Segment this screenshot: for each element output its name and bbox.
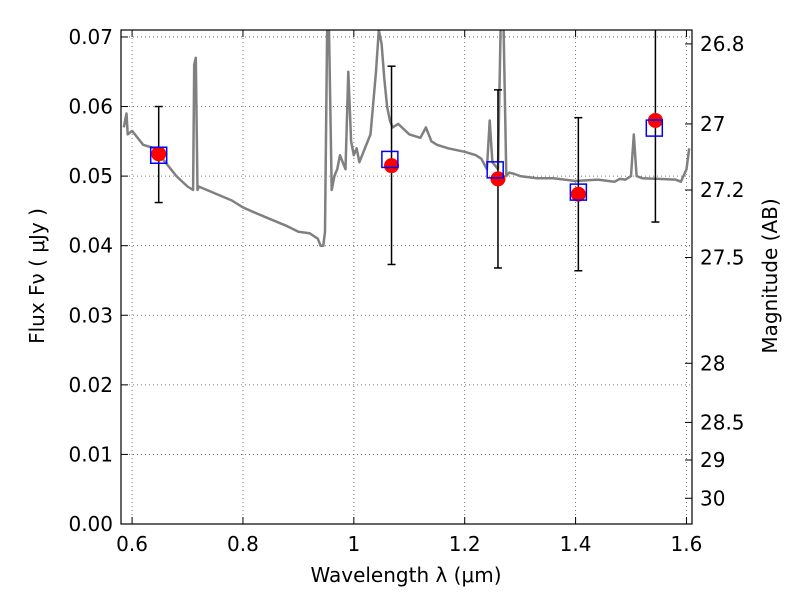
y-tick-label: 0.06 (68, 95, 113, 119)
mag-tick-label: 28.5 (700, 410, 745, 434)
y-tick-label: 0.01 (68, 442, 113, 466)
x-tick-label: 1.6 (671, 532, 703, 556)
y-tick-label: 0.02 (68, 373, 113, 397)
y-tick-label: 0.07 (68, 25, 113, 49)
y-tick-label: 0.05 (68, 164, 113, 188)
mag-tick-label: 27.2 (700, 178, 745, 202)
mag-tick-label: 27.5 (700, 246, 745, 270)
mag-tick-label: 27 (700, 112, 725, 136)
y-tick-label: 0.03 (68, 303, 113, 327)
x-axis-title: Wavelength λ (μm) (310, 563, 501, 587)
model-point (645, 119, 664, 137)
mag-tick-label: 29 (700, 448, 725, 472)
observed-point (570, 186, 586, 202)
x-tick-label: 1.4 (560, 532, 592, 556)
mag-tick-label: 30 (700, 486, 725, 510)
x-tick-label: 0.8 (227, 532, 259, 556)
x-tick-label: 1.2 (449, 532, 481, 556)
template-sed-line (122, 30, 691, 247)
x-tick-label: 0.6 (116, 532, 148, 556)
plot-frame (120, 29, 693, 525)
grid-layer (121, 30, 692, 525)
observed-point (151, 146, 167, 162)
y-axis-title: Flux Fν ( μJy ) (25, 208, 49, 344)
axes-layer (120, 29, 693, 525)
mag-tick-label: 26.8 (700, 32, 745, 56)
plot-layer (122, 30, 691, 272)
observed-point (490, 171, 506, 187)
y-tick-label: 0.00 (68, 512, 113, 536)
x-tick-label: 1 (347, 532, 360, 556)
y-tick-label: 0.04 (68, 234, 113, 258)
model-point (149, 146, 168, 164)
model-point (486, 161, 504, 179)
model-point (569, 183, 588, 201)
tick-label-layer: 0.6 0.8 1 1.2 1.4 1.6 0.00 0.01 0.02 0.03 0.04 0.05… (68, 25, 744, 556)
model-point (381, 150, 399, 169)
observed-point (384, 158, 400, 174)
y2-axis-title: Magnitude (AB) (758, 198, 782, 353)
mag-tick-label: 28 (700, 351, 725, 375)
